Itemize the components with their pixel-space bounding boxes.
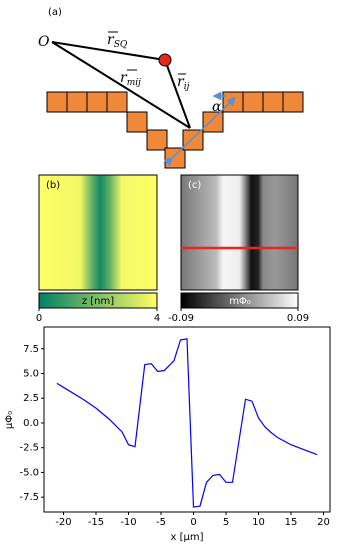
y-tick-label: -2.5 xyxy=(19,443,39,454)
colorbar-tick-label: -0.09 xyxy=(168,313,194,324)
data-line xyxy=(56,338,318,508)
y-tick-label: 5.0 xyxy=(23,368,39,379)
panel-label: (b) xyxy=(46,180,60,191)
x-tick-label: 15 xyxy=(285,517,298,528)
x-tick-label: 10 xyxy=(252,517,265,528)
height-map xyxy=(38,174,158,291)
r-mij-label: rmij xyxy=(120,70,141,88)
x-tick-label: 5 xyxy=(223,517,229,528)
colorbar-label: z [nm] xyxy=(82,296,114,307)
y-tick-label: -7.5 xyxy=(19,492,39,503)
y-tick-label: 7.5 xyxy=(23,344,39,355)
x-tick-label: -15 xyxy=(88,517,104,528)
x-tick-label: 0 xyxy=(190,517,196,528)
x-axis-label: x [μm] xyxy=(170,532,203,543)
x-tick-label: -5 xyxy=(156,517,166,528)
panel-label: (a) xyxy=(48,7,62,18)
x-tick-label: -20 xyxy=(55,517,71,528)
y-tick-label: 0.0 xyxy=(23,418,39,429)
y-tick-label: -5.0 xyxy=(19,467,39,478)
squares xyxy=(46,91,304,169)
panel-label: (c) xyxy=(188,180,201,191)
r-ij-label: rij xyxy=(177,74,190,92)
colorbar-tick-label: 4 xyxy=(154,313,160,324)
colorbar xyxy=(38,292,158,309)
colorbar xyxy=(180,292,299,309)
origin-label: O xyxy=(38,34,50,50)
y-axis-label: μΦ₀ xyxy=(4,411,15,429)
y-tick-label: 2.5 xyxy=(23,393,39,404)
squid xyxy=(158,53,172,67)
colorbar-tick-label: 0.09 xyxy=(287,313,309,324)
x-tick-label: -10 xyxy=(120,517,136,528)
flux-map xyxy=(180,174,299,291)
r-sq-label: rSQ xyxy=(107,32,128,50)
colorbar-label: mΦ₀ xyxy=(229,296,251,307)
x-tick-label: 20 xyxy=(317,517,330,528)
diagram: (a) O rSQ rmij rij α xyxy=(38,7,304,169)
plot-frame xyxy=(43,326,331,513)
angle-label: α xyxy=(212,99,222,115)
colorbar-tick-label: 0 xyxy=(36,313,42,324)
